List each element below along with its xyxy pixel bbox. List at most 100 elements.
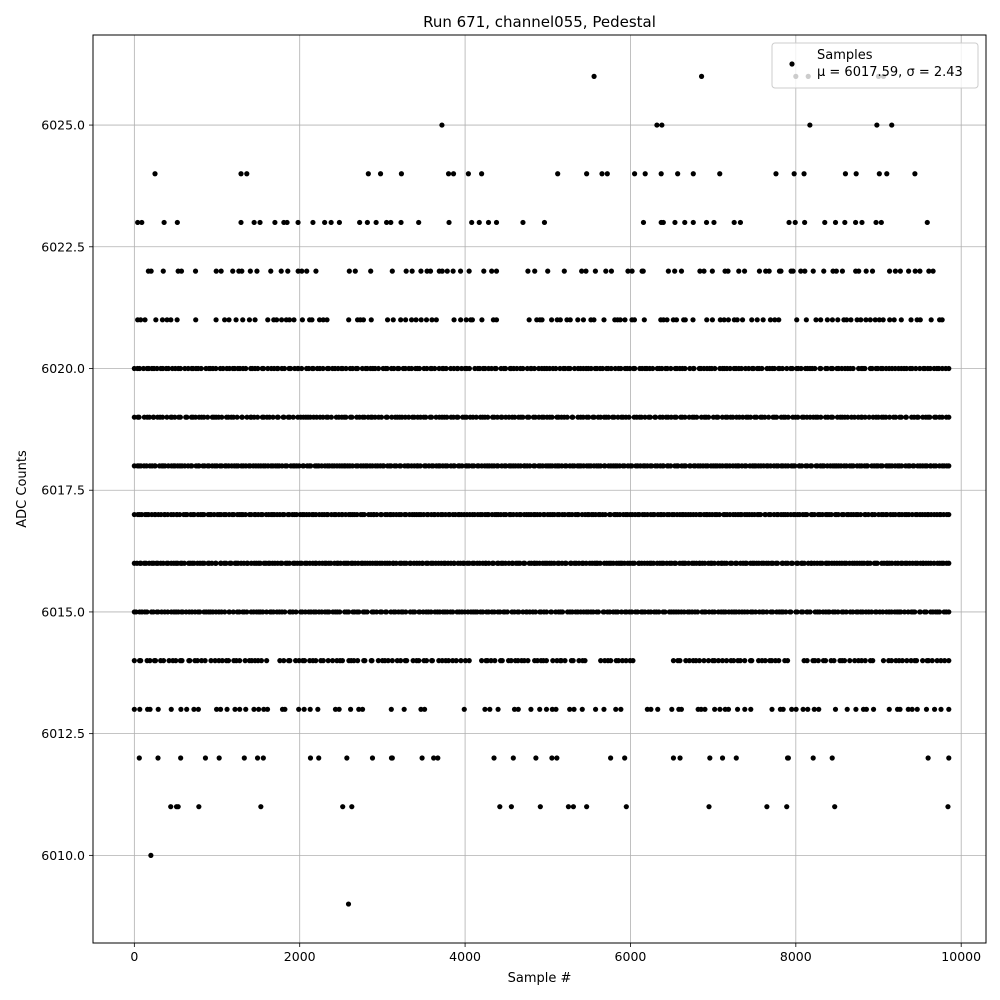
data-point <box>492 658 498 664</box>
data-point <box>261 706 267 712</box>
data-point <box>151 414 157 420</box>
data-point <box>313 268 319 274</box>
data-point <box>660 219 666 226</box>
data-point <box>398 219 404 226</box>
data-point <box>844 317 850 323</box>
data-point <box>924 219 930 226</box>
data-point <box>599 171 605 177</box>
data-point <box>673 560 679 566</box>
data-point <box>702 560 708 566</box>
data-point <box>721 317 727 323</box>
data-point <box>296 463 302 469</box>
data-point <box>880 317 886 323</box>
data-point <box>432 365 438 372</box>
data-point <box>903 414 909 420</box>
x-tick-label: 10000 <box>941 949 981 964</box>
data-point <box>835 511 841 518</box>
data-point <box>818 414 824 420</box>
data-point <box>677 755 683 761</box>
data-point <box>870 658 876 664</box>
data-point <box>225 658 232 664</box>
data-point <box>623 804 629 810</box>
data-point <box>934 658 940 664</box>
data-point <box>870 706 877 712</box>
data-point <box>512 414 518 420</box>
data-point <box>794 609 800 615</box>
data-point <box>316 755 322 761</box>
data-point <box>832 706 839 712</box>
data-point <box>144 609 150 615</box>
data-point <box>903 365 910 372</box>
data-point <box>865 511 871 518</box>
data-point <box>480 609 486 615</box>
data-point <box>591 73 597 79</box>
data-point <box>201 414 207 420</box>
data-point <box>588 365 594 372</box>
data-point <box>532 463 538 469</box>
data-point <box>502 365 509 372</box>
data-point <box>359 706 366 712</box>
data-point <box>748 706 754 712</box>
data-point <box>479 658 485 664</box>
data-point <box>936 609 943 615</box>
legend[interactable]: Samples μ = 6017.59, σ = 2.43 <box>771 42 979 89</box>
data-point <box>873 219 879 226</box>
data-point <box>785 414 791 420</box>
data-point <box>254 755 261 761</box>
data-point <box>237 706 243 712</box>
data-point <box>320 317 326 323</box>
data-point <box>351 658 357 664</box>
data-point <box>408 365 415 372</box>
data-point <box>224 706 230 712</box>
data-point <box>246 317 253 323</box>
data-point <box>762 414 768 420</box>
data-point <box>798 365 804 372</box>
data-point <box>582 658 588 664</box>
data-point <box>184 511 190 518</box>
data-point <box>866 414 872 420</box>
data-point <box>408 317 415 323</box>
data-point <box>391 365 397 372</box>
data-point <box>884 171 890 177</box>
data-point <box>595 609 602 615</box>
data-point <box>244 609 250 615</box>
data-point <box>304 268 310 274</box>
data-point <box>681 609 687 615</box>
data-point <box>811 706 817 712</box>
data-point <box>889 122 895 128</box>
data-point <box>769 706 775 712</box>
data-point <box>717 706 723 712</box>
data-point <box>212 658 218 664</box>
data-point <box>346 317 352 323</box>
x-axis-label: Sample # <box>508 971 572 986</box>
data-point <box>562 658 568 664</box>
data-point <box>664 317 670 323</box>
data-point <box>388 219 394 226</box>
data-point <box>719 658 726 664</box>
data-point <box>898 463 905 469</box>
data-point <box>260 755 266 761</box>
data-point <box>682 219 688 226</box>
data-point <box>737 658 743 664</box>
data-point <box>251 706 257 712</box>
data-point <box>655 706 661 712</box>
data-point <box>191 511 197 518</box>
data-point <box>729 560 735 566</box>
data-point <box>672 268 678 274</box>
data-point <box>378 414 385 420</box>
data-point <box>798 268 804 274</box>
data-point <box>301 658 308 664</box>
data-point <box>649 463 655 469</box>
data-point <box>444 463 450 469</box>
data-point <box>858 511 864 518</box>
data-point <box>725 268 731 274</box>
data-point <box>662 609 668 615</box>
data-point <box>168 804 174 810</box>
data-point <box>205 414 211 420</box>
data-point <box>908 658 914 664</box>
data-point <box>325 511 331 518</box>
data-point <box>148 852 154 858</box>
data-point <box>396 365 402 372</box>
data-point <box>222 317 228 323</box>
data-point <box>230 414 237 420</box>
